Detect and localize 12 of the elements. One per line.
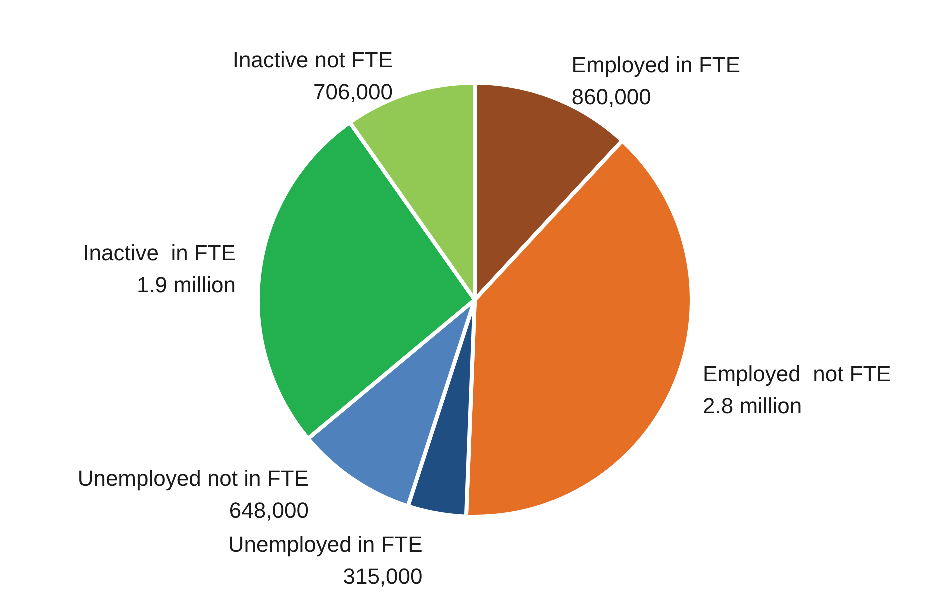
slice-label: Inactive not FTE <box>232 47 394 72</box>
slice-label: Inactive in FTE <box>83 240 236 266</box>
slice-label: Unemployed in FTE <box>228 532 423 558</box>
slice-label: Employed in FTE <box>572 52 741 78</box>
data-label: 706,000 <box>313 79 394 104</box>
data-label: 1.9 million <box>136 272 236 298</box>
slice-label: Unemployed not in FTE <box>78 466 309 492</box>
data-label: 2.8 million <box>703 394 802 419</box>
data-label: 860,000 <box>572 84 652 110</box>
slice-label: Employed not FTE <box>703 362 892 387</box>
data-label: 648,000 <box>229 498 309 524</box>
data-label: 315,000 <box>343 564 423 590</box>
